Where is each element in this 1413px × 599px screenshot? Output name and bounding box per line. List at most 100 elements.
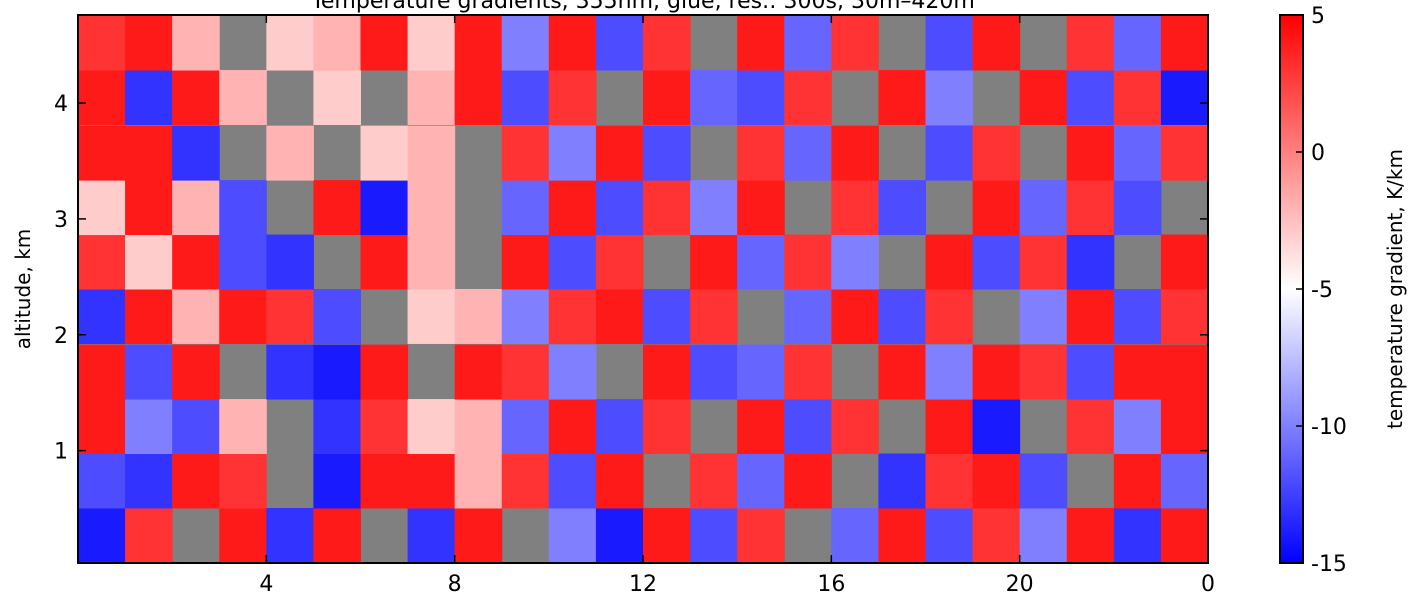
heatmap-cell (360, 180, 409, 236)
heatmap-cell (219, 180, 267, 236)
heatmap-cell (643, 289, 691, 344)
heatmap-cell (878, 453, 926, 509)
heatmap-cell (172, 289, 220, 344)
heatmap-cell (1113, 180, 1162, 236)
heatmap-cell (925, 453, 974, 509)
heatmap-cell (1066, 234, 1115, 290)
heatmap-cell (1066, 125, 1115, 181)
x-tick-label: 16 (817, 572, 845, 597)
heatmap-cell (1160, 399, 1209, 455)
heatmap-cell (360, 234, 409, 290)
heatmap-cell (737, 344, 785, 400)
heatmap-cell (784, 125, 832, 181)
heatmap-cell (595, 125, 644, 181)
heatmap-cell (125, 234, 173, 290)
heatmap-cell (784, 453, 832, 509)
heatmap-cell (1160, 507, 1209, 563)
heatmap-cell (737, 180, 785, 236)
colorbar-label: temperature gradient, K/km (1383, 149, 1407, 429)
heatmap-cell (266, 344, 314, 400)
x-tick-label: 20 (1006, 572, 1034, 597)
heatmap-cell (972, 234, 1021, 290)
heatmap-cell (737, 507, 785, 563)
heatmap-cell (1113, 507, 1162, 563)
heatmap-cell (501, 70, 550, 125)
colorbar-tick-label: -5 (1311, 278, 1333, 303)
heatmap-cell (737, 125, 785, 181)
heatmap-cell (219, 399, 267, 455)
heatmap-cell (172, 344, 220, 400)
heatmap-cell (1113, 453, 1162, 509)
heatmap-cell (501, 234, 550, 290)
colorbar-tick-label: -10 (1311, 415, 1347, 440)
heatmap-cell (595, 399, 644, 455)
heatmap-cell (784, 70, 832, 125)
heatmap-cell (454, 70, 503, 125)
x-tick-label: 4 (259, 572, 273, 597)
heatmap-cell (1066, 70, 1115, 125)
heatmap-cell (878, 344, 926, 400)
heatmap-cell (690, 70, 738, 125)
heatmap-cell (454, 507, 503, 563)
heatmap-cell (1019, 70, 1068, 125)
heatmap-cell (219, 234, 267, 290)
heatmap-cell (643, 507, 691, 563)
y-tick-label: 2 (54, 324, 68, 349)
heatmap-cell (972, 15, 1021, 71)
heatmap-cell (407, 399, 456, 455)
heatmap-cell (737, 399, 785, 455)
heatmap-cell (313, 344, 361, 400)
heatmap-cell (172, 399, 220, 455)
heatmap-cell (595, 234, 644, 290)
heatmap-cell (219, 289, 267, 344)
heatmap-cell (78, 507, 126, 563)
heatmap-cell (925, 70, 974, 125)
heatmap-cell (1113, 289, 1162, 344)
heatmap-cell (643, 180, 691, 236)
heatmap-cell (548, 15, 597, 71)
x-tick-label: 8 (448, 572, 462, 597)
colorbar-tick-label: 0 (1311, 141, 1325, 166)
heatmap-cell (643, 70, 691, 125)
heatmap-cell (1160, 234, 1209, 290)
heatmap-cell (595, 507, 644, 563)
heatmap-cell (454, 344, 503, 400)
heatmap-cell (1160, 344, 1209, 400)
heatmap-cell (78, 234, 126, 290)
heatmap-cell (266, 125, 314, 181)
heatmap-cell (266, 234, 314, 290)
heatmap-cell (548, 70, 597, 125)
heatmap-cell (172, 234, 220, 290)
heatmap-cell (501, 344, 550, 400)
heatmap-cell (831, 507, 879, 563)
heatmap-cell (78, 289, 126, 344)
y-axis-label: altitude, km (11, 229, 35, 350)
heatmap-cell (643, 344, 691, 400)
chart-title: Temperature gradients, 355nm, glue, res.… (310, 0, 975, 14)
heatmap-cell (407, 289, 456, 344)
heatmap-cell (784, 15, 832, 71)
heatmap-cell (454, 399, 503, 455)
heatmap-cell (1019, 234, 1068, 290)
heatmap-cell (313, 70, 361, 125)
heatmap-cell (125, 289, 173, 344)
heatmap-cell (1066, 289, 1115, 344)
heatmap-cell (313, 15, 361, 71)
heatmap-cell (784, 344, 832, 400)
heatmap-cell (172, 180, 220, 236)
heatmap-cell (1066, 180, 1115, 236)
heatmap-cell (737, 453, 785, 509)
heatmap-cell (548, 344, 597, 400)
heatmap-cell (1066, 507, 1115, 563)
heatmap-cell (1066, 344, 1115, 400)
heatmap-cell (831, 234, 879, 290)
heatmap-cell (313, 453, 361, 509)
heatmap-cell (1113, 15, 1162, 71)
heatmap-cell (1066, 15, 1115, 71)
heatmap-cell (172, 15, 220, 71)
heatmap-cell (643, 125, 691, 181)
heatmap-cell (125, 180, 173, 236)
heatmap-cell (1019, 507, 1068, 563)
heatmap-cell (266, 289, 314, 344)
